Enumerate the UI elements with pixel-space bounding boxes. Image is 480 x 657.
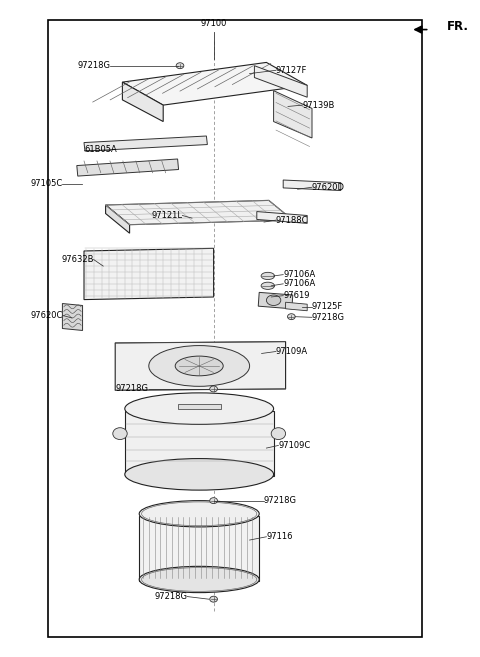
Ellipse shape <box>113 428 127 440</box>
Ellipse shape <box>266 295 281 306</box>
Ellipse shape <box>210 597 217 602</box>
Text: 97127F: 97127F <box>276 66 307 75</box>
Polygon shape <box>254 66 307 97</box>
Text: 97100: 97100 <box>201 18 227 28</box>
Polygon shape <box>257 212 307 223</box>
Ellipse shape <box>125 393 274 424</box>
Text: 97632B: 97632B <box>61 255 94 264</box>
Polygon shape <box>77 159 179 176</box>
Ellipse shape <box>139 501 259 527</box>
Polygon shape <box>139 516 259 581</box>
Ellipse shape <box>261 283 275 289</box>
Text: 97105C: 97105C <box>30 179 62 189</box>
Polygon shape <box>84 248 214 300</box>
Ellipse shape <box>271 428 286 440</box>
Text: 97109A: 97109A <box>276 347 308 356</box>
Text: 97121L: 97121L <box>151 211 182 220</box>
Text: 97109C: 97109C <box>278 441 311 450</box>
Text: 97106A: 97106A <box>283 279 315 288</box>
Text: FR.: FR. <box>446 20 468 33</box>
Polygon shape <box>106 205 130 233</box>
Text: 61B05A: 61B05A <box>84 145 117 154</box>
Polygon shape <box>283 180 341 191</box>
Polygon shape <box>62 304 83 330</box>
Text: 97139B: 97139B <box>302 101 335 110</box>
Ellipse shape <box>176 62 184 69</box>
Text: 97218G: 97218G <box>116 384 149 394</box>
Ellipse shape <box>288 314 295 320</box>
Text: 97620D: 97620D <box>312 183 345 192</box>
Text: 97188C: 97188C <box>276 215 309 225</box>
Text: 97218G: 97218G <box>77 61 110 70</box>
Ellipse shape <box>210 498 217 504</box>
Ellipse shape <box>125 459 274 490</box>
Ellipse shape <box>149 346 250 386</box>
Text: 97106A: 97106A <box>283 270 315 279</box>
Ellipse shape <box>210 386 217 392</box>
Polygon shape <box>178 404 221 409</box>
Text: 97620C: 97620C <box>30 311 62 320</box>
Polygon shape <box>106 200 293 225</box>
Polygon shape <box>274 91 312 138</box>
Text: 97619: 97619 <box>283 291 310 300</box>
Ellipse shape <box>175 356 223 376</box>
Polygon shape <box>125 411 274 476</box>
Polygon shape <box>286 302 307 311</box>
Ellipse shape <box>261 273 275 280</box>
Text: 97218G: 97218G <box>264 496 297 505</box>
Bar <box>48 20 422 637</box>
Ellipse shape <box>139 566 259 593</box>
Text: 97116: 97116 <box>266 532 293 541</box>
Polygon shape <box>84 136 207 151</box>
Text: 97125F: 97125F <box>312 302 343 311</box>
Polygon shape <box>258 292 293 309</box>
Polygon shape <box>115 342 286 390</box>
Text: 97218G: 97218G <box>154 592 187 601</box>
Polygon shape <box>122 62 307 105</box>
Text: 97218G: 97218G <box>312 313 345 322</box>
Polygon shape <box>122 82 163 122</box>
